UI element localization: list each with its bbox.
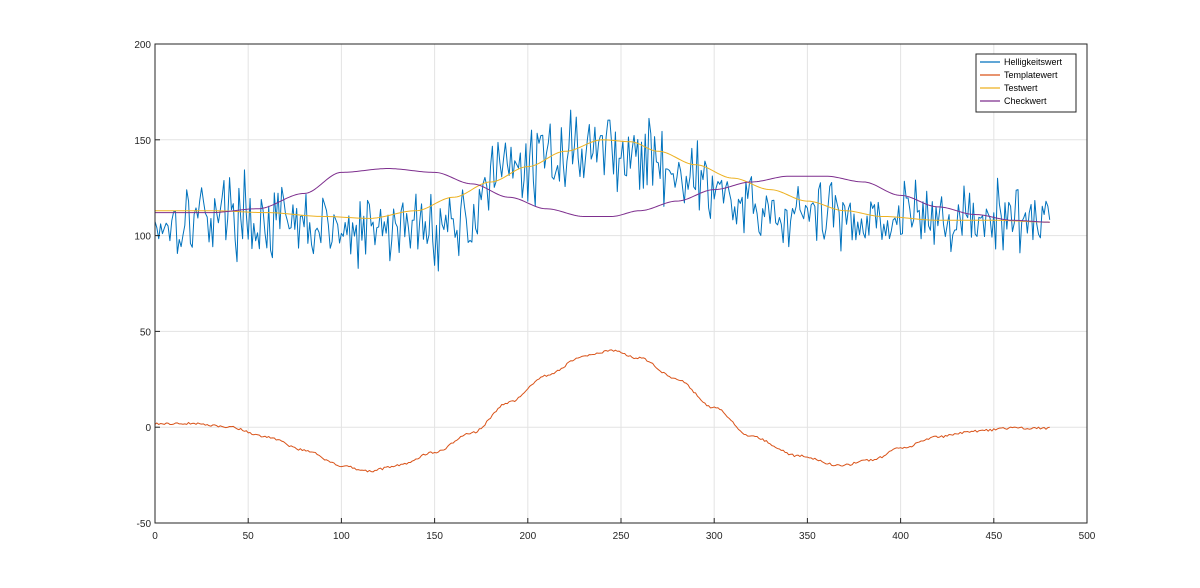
y-tick-label: 200 [134, 40, 151, 51]
x-tick-label: 300 [706, 531, 723, 542]
x-tick-label: 450 [985, 531, 1002, 542]
legend: Helligkeitswert Templatewert Testwert Check… [975, 53, 1077, 113]
x-tick-label: 150 [426, 531, 443, 542]
y-tick-label: 0 [145, 423, 151, 434]
x-tick-label: 100 [333, 531, 350, 542]
legend-entry: Checkwert [1004, 96, 1047, 106]
x-tick-label: 350 [799, 531, 816, 542]
series-line-4 [155, 168, 1050, 223]
series-lines [154, 109, 1051, 473]
legend-box [975, 53, 1077, 113]
y-tick-label: 100 [134, 232, 151, 243]
y-tick-label: 50 [140, 327, 152, 338]
x-tick-label: 400 [892, 531, 909, 542]
x-tick-label: 250 [613, 531, 630, 542]
y-tick-label: 150 [134, 136, 151, 147]
series-line-3 [155, 139, 1050, 223]
legend-entry: Testwert [1004, 83, 1038, 93]
x-tick-label: 50 [243, 531, 255, 542]
series-line-2 [154, 349, 1050, 473]
y-tick-label: -50 [137, 519, 152, 530]
series-line-1 [154, 109, 1051, 272]
x-tick-label: 200 [519, 531, 536, 542]
axis-ticks: 0 50 100 150 200 250 300 350 400 450 500-500501001… [134, 40, 1095, 542]
x-tick-label: 0 [152, 531, 158, 542]
legend-entry: Templatewert [1004, 70, 1058, 80]
legend-entry: Helligkeitswert [1004, 57, 1063, 67]
x-tick-label: 500 [1079, 531, 1096, 542]
